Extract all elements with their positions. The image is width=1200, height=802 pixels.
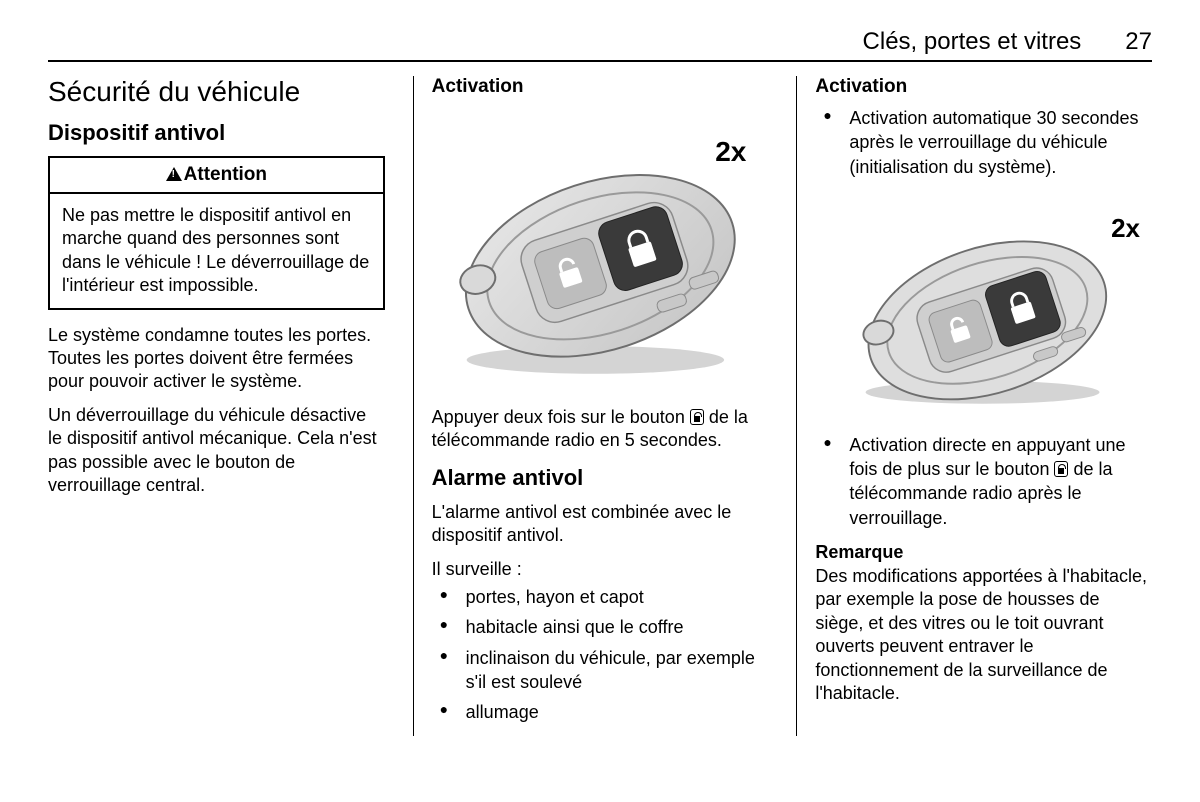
column-layout: Sécurité du véhicule Dispositif antivol … (48, 76, 1152, 736)
keyfob-illustration (819, 191, 1156, 421)
heading-activation: Activation (815, 76, 1152, 98)
figure-label-2x: 2x (715, 136, 746, 168)
lock-icon (690, 409, 704, 425)
attention-body: Ne pas mettre le dispositif antivol en m… (50, 194, 383, 308)
attention-label: Attention (184, 164, 267, 185)
column-1: Sécurité du véhicule Dispositif antivol … (48, 76, 385, 736)
subsection-alarm: Alarme antivol (432, 465, 769, 491)
paragraph: Le système condamne toutes les portes. T… (48, 324, 385, 394)
manual-page: Clés, portes et vitres 27 Sécurité du vé… (0, 0, 1200, 756)
page-header: Clés, portes et vitres 27 (48, 28, 1152, 62)
lock-icon (1054, 461, 1068, 477)
list-item: inclinaison du véhicule, par exemple s'i… (432, 646, 769, 695)
surveillance-list: portes, hayon et capot habitacle ainsi q… (432, 585, 769, 724)
subsection-title: Dispositif antivol (48, 120, 385, 146)
activation-list-bottom: Activation directe en appuyant une fois … (815, 433, 1152, 530)
column-3: Activation Activation automatique 30 sec… (796, 76, 1152, 736)
attention-header: Attention (50, 158, 383, 194)
caption-text-a: Appuyer deux fois sur le bouton (432, 407, 690, 427)
section-title: Sécurité du véhicule (48, 76, 385, 108)
list-item: Activation directe en appuyant une fois … (815, 433, 1152, 530)
paragraph: Il surveille : (432, 558, 769, 581)
warning-icon (166, 167, 182, 181)
attention-box: Attention Ne pas mettre le dispositif an… (48, 156, 385, 310)
paragraph: L'alarme antivol est combinée avec le di… (432, 501, 769, 548)
list-item: habitacle ainsi que le coffre (432, 615, 769, 639)
list-item: portes, hayon et capot (432, 585, 769, 609)
figure-caption: Appuyer deux fois sur le bouton de la té… (432, 406, 769, 453)
list-item: allumage (432, 700, 769, 724)
remark-title: Remarque (815, 542, 1152, 563)
heading-activation: Activation (432, 76, 769, 98)
remark-body: Des modifications apportées à l'ha­bitac… (815, 565, 1152, 705)
header-chapter-title: Clés, portes et vitres (863, 28, 1082, 56)
keyfob-figure: 2x (819, 191, 1156, 421)
column-2: Activation (413, 76, 769, 736)
paragraph: Un déverrouillage du véhicule désac­tive… (48, 404, 385, 498)
keyfob-figure: 2x (432, 106, 769, 396)
figure-label-2x: 2x (1111, 213, 1140, 244)
header-page-number: 27 (1125, 28, 1152, 56)
activation-list-top: Activation automatique 30 secondes après… (815, 106, 1152, 179)
list-item: Activation automatique 30 secondes après… (815, 106, 1152, 179)
